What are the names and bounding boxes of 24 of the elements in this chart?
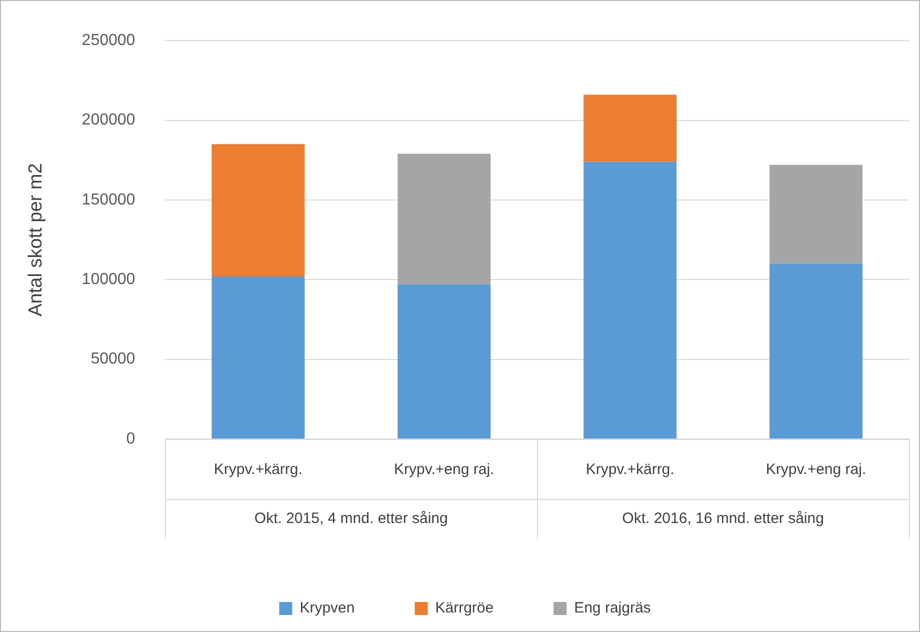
y-tick-label: 150000 bbox=[82, 191, 136, 208]
text: Okt. 2015, 4 mnd. etter såing bbox=[254, 510, 448, 528]
y-tick-label: 50000 bbox=[90, 350, 136, 368]
legend-label: Kärrgröe bbox=[435, 600, 494, 617]
x-tick-label: Krypv.+kärrg. bbox=[214, 461, 302, 478]
y-axis-title: Antal skott per m2 bbox=[26, 163, 47, 316]
bar bbox=[770, 264, 863, 438]
bar bbox=[398, 284, 491, 438]
y-tick-label: 0 bbox=[126, 430, 136, 448]
x-tick-label: Krypv.+kärrg. bbox=[586, 461, 674, 478]
y-tick-label: 200000 bbox=[82, 112, 136, 129]
y-tick-label: 250000 bbox=[82, 32, 136, 50]
bar bbox=[212, 144, 305, 276]
bar bbox=[398, 154, 491, 284]
y-tick-label: 100000 bbox=[82, 271, 136, 288]
bar bbox=[584, 94, 677, 162]
text: Okt. 2016, 16 mnd. etter såing bbox=[622, 510, 824, 528]
x-tick-label: Krypv.+eng raj. bbox=[394, 461, 494, 478]
bar bbox=[770, 164, 863, 264]
x-tick-label: Krypv.+eng raj. bbox=[766, 461, 866, 478]
bar bbox=[212, 276, 305, 438]
legend-label: Krypven bbox=[300, 600, 355, 617]
bar bbox=[584, 162, 677, 438]
legend-label: Eng rajgräs bbox=[574, 600, 651, 617]
